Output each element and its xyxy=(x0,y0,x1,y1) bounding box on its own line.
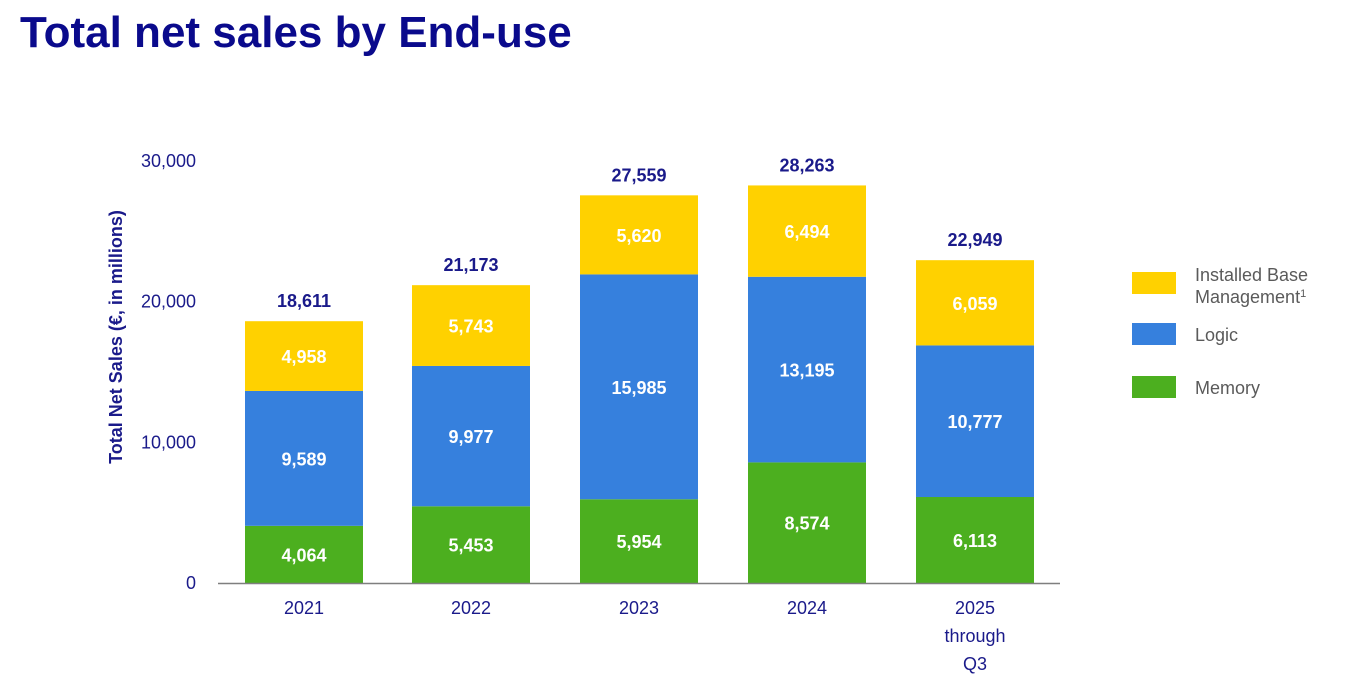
y-tick-label: 20,000 xyxy=(141,292,196,312)
segment-value-label: 8,574 xyxy=(784,514,829,534)
legend-label: Memory xyxy=(1195,378,1260,398)
segment-value-label: 5,453 xyxy=(448,536,493,556)
segment-value-label: 15,985 xyxy=(611,378,666,398)
page-title: Total net sales by End-use xyxy=(20,8,572,57)
segment-value-label: 6,494 xyxy=(784,222,829,242)
segment-value-label: 5,743 xyxy=(448,317,493,337)
bar-segment-installed-base-management xyxy=(916,260,1034,346)
bar-total-label: 21,173 xyxy=(443,255,498,275)
x-category-label: 2023 xyxy=(619,598,659,618)
segment-value-label: 6,113 xyxy=(953,531,997,551)
bar-total-label: 27,559 xyxy=(611,165,666,185)
bar-segment-installed-base-management xyxy=(412,285,530,366)
bar-segment-memory xyxy=(916,497,1034,583)
legend-swatch xyxy=(1132,323,1176,345)
bar-total-label: 28,263 xyxy=(779,155,834,175)
segment-value-label: 5,620 xyxy=(616,226,661,246)
legend-swatch xyxy=(1132,272,1176,294)
segment-value-label: 9,977 xyxy=(448,427,493,447)
legend-label: Installed Base xyxy=(1195,265,1308,285)
bar-segment-installed-base-management xyxy=(580,195,698,275)
bar-total-label: 18,611 xyxy=(277,291,331,311)
segment-value-label: 4,958 xyxy=(281,347,326,367)
bar-segment-logic xyxy=(245,390,363,526)
legend-superscript: 1 xyxy=(1300,288,1306,300)
bar-segment-memory xyxy=(245,525,363,583)
x-category-label: Q3 xyxy=(963,654,987,674)
x-category-label: 2021 xyxy=(284,598,324,618)
x-category-label: 2025 xyxy=(955,598,995,618)
x-category-label: 2022 xyxy=(451,598,491,618)
y-tick-label: 10,000 xyxy=(141,432,196,452)
segment-value-label: 9,589 xyxy=(281,449,326,469)
legend-label: Logic xyxy=(1195,325,1238,345)
bar-segment-installed-base-management xyxy=(748,185,866,277)
segment-value-label: 5,954 xyxy=(616,532,661,552)
bar-segment-logic xyxy=(748,276,866,463)
bar-segment-memory xyxy=(580,499,698,583)
segment-value-label: 10,777 xyxy=(947,412,1002,432)
segment-value-label: 6,059 xyxy=(952,294,997,314)
legend-swatch xyxy=(1132,376,1176,398)
bar-segment-logic xyxy=(580,274,698,500)
y-tick-label: 0 xyxy=(186,573,196,593)
bar-total-label: 22,949 xyxy=(947,230,1002,250)
bar-segment-installed-base-management xyxy=(245,321,363,391)
segment-value-label: 4,064 xyxy=(281,545,326,565)
x-category-label: 2024 xyxy=(787,598,827,618)
bar-segment-memory xyxy=(412,506,530,583)
bar-segment-memory xyxy=(748,462,866,583)
bar-segment-logic xyxy=(916,345,1034,498)
segment-value-label: 13,195 xyxy=(779,361,834,381)
bar-segment-logic xyxy=(412,365,530,507)
y-tick-label: 30,000 xyxy=(141,151,196,171)
legend-label: Management1 xyxy=(1195,287,1306,307)
x-category-label: through xyxy=(944,626,1005,646)
y-axis-title: Total Net Sales (€, in millions) xyxy=(106,210,126,464)
